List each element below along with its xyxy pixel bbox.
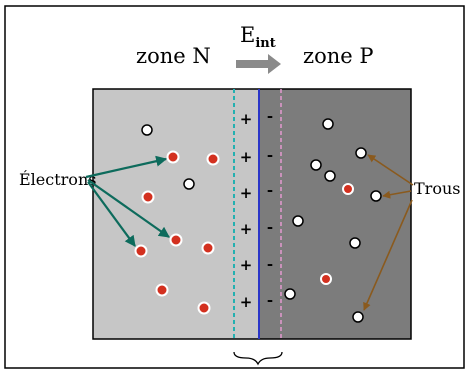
- electron: [155, 283, 169, 297]
- minus-sign: -: [267, 107, 273, 125]
- outer-border: [4, 5, 465, 369]
- hole: [183, 178, 195, 190]
- electron-arrows: [85, 155, 170, 247]
- arrow: [85, 155, 168, 179]
- plus-sign: +: [240, 110, 253, 128]
- zone-p-region: [259, 89, 411, 339]
- arrow: [87, 181, 136, 247]
- depletion-brace: [233, 351, 283, 366]
- electron: [141, 190, 155, 204]
- hole-arrows: [363, 154, 414, 311]
- hole: [352, 311, 364, 323]
- hole: [292, 215, 304, 227]
- hole: [141, 124, 153, 136]
- hole: [349, 237, 361, 249]
- arrow: [382, 190, 412, 199]
- hole: [284, 288, 296, 300]
- electrons-n: [134, 150, 220, 315]
- hole: [370, 190, 382, 202]
- field-subscript: int: [255, 36, 275, 51]
- hole: [324, 170, 336, 182]
- minus-sign: -: [267, 181, 273, 199]
- positive-ions: + + + + + +: [240, 110, 253, 311]
- arrow: [367, 154, 414, 186]
- minus-sign: -: [267, 255, 273, 273]
- minus-sign: -: [267, 146, 273, 164]
- plus-sign: +: [240, 256, 253, 274]
- electron: [342, 183, 354, 195]
- minus-sign: -: [267, 218, 273, 236]
- hole: [355, 147, 367, 159]
- electron: [320, 273, 332, 285]
- plus-sign: +: [240, 220, 253, 238]
- trous-label: Trous: [414, 179, 460, 198]
- electron: [206, 152, 220, 166]
- plus-sign: +: [240, 184, 253, 202]
- electron: [166, 150, 180, 164]
- hole: [310, 159, 322, 171]
- electron: [169, 233, 183, 247]
- electron: [134, 244, 148, 258]
- electrons-label: Électrons: [19, 169, 96, 189]
- plus-sign: +: [240, 293, 253, 311]
- zone-p-label: zone P: [303, 44, 373, 68]
- holes-p: [284, 118, 382, 323]
- arrow: [87, 179, 170, 238]
- holes-n: [141, 124, 195, 190]
- electrons-p: [320, 183, 354, 285]
- minus-sign: -: [267, 291, 273, 309]
- zone-n-region: [93, 89, 259, 339]
- negative-ions: - - - - - -: [267, 107, 273, 309]
- field-arrow: [236, 54, 281, 74]
- electron: [197, 301, 211, 315]
- field-label: Eint: [240, 23, 276, 51]
- zone-n-label: zone N: [136, 44, 211, 68]
- arrow: [363, 199, 413, 311]
- electron: [201, 241, 215, 255]
- field-symbol: E: [240, 23, 255, 47]
- hole: [322, 118, 334, 130]
- plus-sign: +: [240, 148, 253, 166]
- junction-outline: [92, 88, 412, 340]
